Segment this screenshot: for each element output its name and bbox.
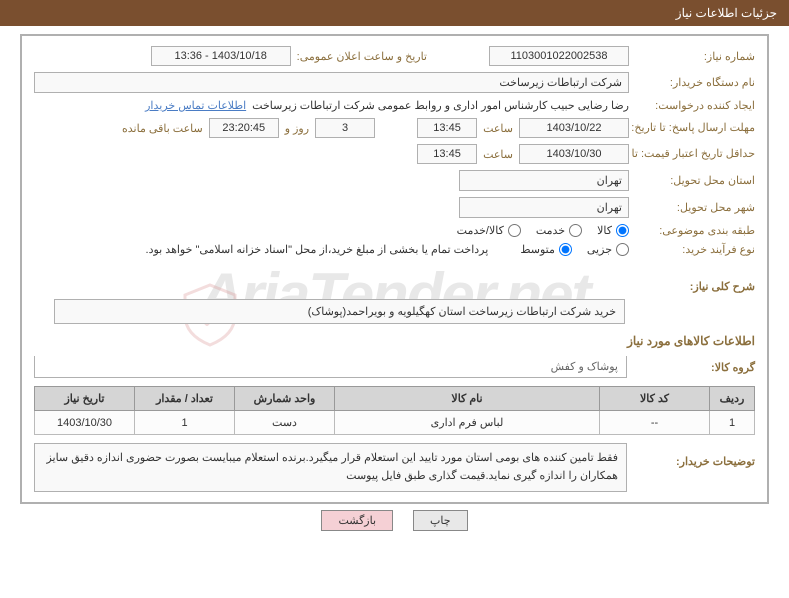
th-name: نام کالا — [335, 387, 600, 411]
radio-service-input[interactable] — [569, 224, 582, 237]
th-date: تاریخ نیاز — [35, 387, 135, 411]
th-unit: واحد شمارش — [235, 387, 335, 411]
province-label: استان محل تحویل: — [635, 174, 755, 187]
cell-name: لباس فرم اداری — [335, 411, 600, 435]
summary-label: شرح کلی نیاز: — [635, 280, 755, 293]
items-section-title: اطلاعات کالاهای مورد نیاز — [34, 334, 755, 348]
cell-row: 1 — [710, 411, 755, 435]
group-value: پوشاک و کفش — [34, 356, 627, 378]
days-count: 3 — [315, 118, 375, 138]
print-button[interactable]: چاپ — [413, 510, 468, 531]
panel-header: جزئیات اطلاعات نیاز — [0, 0, 789, 26]
content-panel: شماره نیاز: 1103001022002538 تاریخ و ساع… — [20, 34, 769, 504]
time-label-2: ساعت — [483, 148, 513, 161]
validity-date: 1403/10/30 — [519, 144, 629, 164]
requester-value: رضا رضایی حبیب کارشناس امور اداری و رواب… — [252, 99, 629, 112]
radio-partial[interactable]: جزیی — [587, 243, 629, 256]
summary-box: خرید شرکت ارتباطات زیرساخت استان کهگیلوی… — [54, 299, 625, 324]
validity-label: حداقل تاریخ اعتبار قیمت: تا تاریخ: — [635, 147, 755, 161]
cell-date: 1403/10/30 — [35, 411, 135, 435]
days-and-label: روز و — [285, 122, 309, 135]
radio-service[interactable]: خدمت — [536, 224, 582, 237]
panel-title: جزئیات اطلاعات نیاز — [676, 6, 777, 20]
radio-goods[interactable]: کالا — [597, 224, 629, 237]
need-no-label: شماره نیاز: — [635, 50, 755, 63]
explain-label: توضیحات خریدار: — [635, 443, 755, 468]
requester-label: ایجاد کننده درخواست: — [635, 99, 755, 112]
payment-note: پرداخت تمام یا بخشی از مبلغ خرید،از محل … — [146, 243, 489, 256]
process-radio-group: جزیی متوسط — [520, 243, 629, 256]
validity-time: 13:45 — [417, 144, 477, 164]
table-row: 1 -- لباس فرم اداری دست 1 1403/10/30 — [35, 411, 755, 435]
items-table: ردیف کد کالا نام کالا واحد شمارش تعداد /… — [34, 386, 755, 435]
remaining-time: 23:20:45 — [209, 118, 279, 138]
radio-both[interactable]: کالا/خدمت — [457, 224, 521, 237]
back-button[interactable]: بازگشت — [321, 510, 393, 531]
radio-partial-input[interactable] — [616, 243, 629, 256]
group-label: گروه کالا: — [635, 361, 755, 374]
province-value: تهران — [459, 170, 629, 191]
th-code: کد کالا — [600, 387, 710, 411]
button-row: چاپ بازگشت — [0, 510, 789, 531]
cell-unit: دست — [235, 411, 335, 435]
deadline-label: مهلت ارسال پاسخ: تا تاریخ: — [635, 121, 755, 135]
deadline-time: 13:45 — [417, 118, 477, 138]
remaining-label: ساعت باقی مانده — [122, 122, 203, 135]
city-value: تهران — [459, 197, 629, 218]
deadline-date: 1403/10/22 — [519, 118, 629, 138]
category-radio-group: کالا خدمت کالا/خدمت — [457, 224, 629, 237]
process-label: نوع فرآیند خرید: — [635, 243, 755, 256]
announce-label: تاریخ و ساعت اعلان عمومی: — [297, 50, 427, 63]
need-no-value: 1103001022002538 — [489, 46, 629, 66]
buyer-org-value: شرکت ارتباطات زیرساخت — [34, 72, 629, 93]
th-row: ردیف — [710, 387, 755, 411]
explain-box: فقط تامین کننده های بومی استان مورد تایی… — [34, 443, 627, 492]
city-label: شهر محل تحویل: — [635, 201, 755, 214]
radio-medium[interactable]: متوسط — [520, 243, 572, 256]
radio-both-input[interactable] — [508, 224, 521, 237]
category-label: طبقه بندی موضوعی: — [635, 224, 755, 237]
table-header-row: ردیف کد کالا نام کالا واحد شمارش تعداد /… — [35, 387, 755, 411]
announce-value: 1403/10/18 - 13:36 — [151, 46, 291, 66]
buyer-contact-link[interactable]: اطلاعات تماس خریدار — [145, 99, 246, 112]
cell-qty: 1 — [135, 411, 235, 435]
time-label-1: ساعت — [483, 122, 513, 135]
cell-code: -- — [600, 411, 710, 435]
buyer-org-label: نام دستگاه خریدار: — [635, 76, 755, 89]
th-qty: تعداد / مقدار — [135, 387, 235, 411]
radio-goods-input[interactable] — [616, 224, 629, 237]
radio-medium-input[interactable] — [559, 243, 572, 256]
